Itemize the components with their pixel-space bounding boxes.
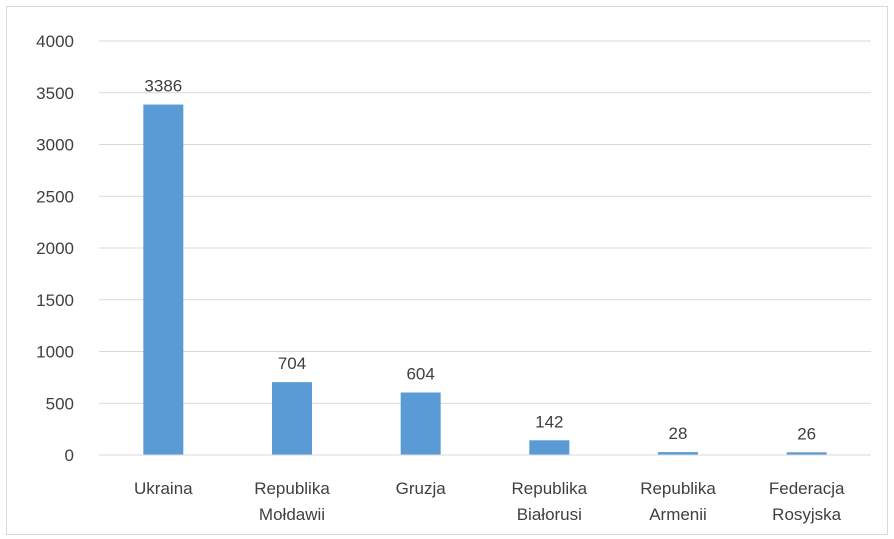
x-tick-label: Armenii xyxy=(649,505,707,524)
x-tick-label: Republika xyxy=(512,479,588,498)
y-tick-label: 4000 xyxy=(36,32,74,51)
x-tick-label: Republika xyxy=(640,479,716,498)
x-tick-label: Białorusi xyxy=(517,505,582,524)
gridlines xyxy=(99,40,871,404)
y-tick-label: 500 xyxy=(46,394,74,413)
y-tick-label: 3000 xyxy=(36,136,74,155)
bar xyxy=(272,382,312,455)
bar xyxy=(400,392,441,455)
y-tick-label: 1500 xyxy=(36,291,74,310)
bar xyxy=(529,440,570,455)
data-label: 604 xyxy=(406,364,434,383)
bar xyxy=(786,452,827,455)
y-tick-label: 3500 xyxy=(36,84,74,103)
y-tick-label: 2000 xyxy=(36,239,74,258)
y-tick-label: 0 xyxy=(65,446,74,465)
x-tick-label: Federacja xyxy=(769,479,845,498)
bars xyxy=(143,104,827,455)
x-tick-label: Gruzja xyxy=(396,479,447,498)
data-label: 26 xyxy=(797,424,816,443)
data-label: 704 xyxy=(278,354,306,373)
x-tick-label: Rosyjska xyxy=(772,505,842,524)
x-tick-label: Ukraina xyxy=(134,479,193,498)
labels: 0 500 1000 1500 2000 2500 3000 3500 4000 3386 Ukra… xyxy=(36,32,845,524)
data-label: 28 xyxy=(669,424,688,443)
data-label: 3386 xyxy=(144,77,182,96)
bar xyxy=(658,452,698,455)
chart-area: 0 500 1000 1500 2000 2500 3000 3500 4000 3386 Ukra… xyxy=(6,6,888,535)
x-tick-label: Mołdawii xyxy=(259,505,325,524)
bar-chart: 0 500 1000 1500 2000 2500 3000 3500 4000 3386 Ukra… xyxy=(36,32,871,524)
data-label: 142 xyxy=(535,412,563,431)
y-tick-label: 1000 xyxy=(36,343,74,362)
bar xyxy=(143,104,184,455)
x-tick-label: Republika xyxy=(254,479,330,498)
y-tick-label: 2500 xyxy=(36,187,74,206)
